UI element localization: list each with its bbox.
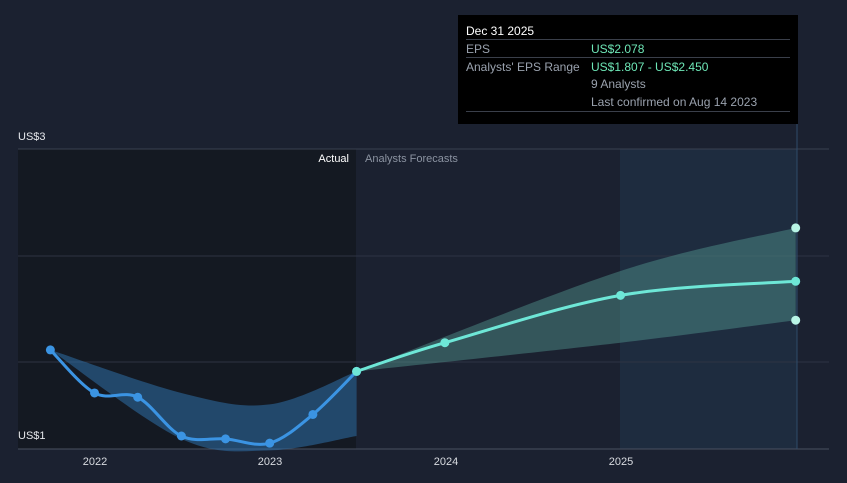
actual-eps-point bbox=[45, 345, 55, 355]
eps-tooltip: Dec 31 2025 EPS US$2.078 Analysts' EPS R… bbox=[458, 15, 798, 124]
actual-region-label: Actual bbox=[318, 153, 349, 165]
y-tick-top: US$3 bbox=[18, 131, 46, 143]
tooltip-row-range: Analysts' EPS Range US$1.807 - US$2.450 bbox=[466, 57, 790, 76]
actual-eps-point bbox=[90, 388, 100, 398]
forecast-high-point bbox=[791, 223, 801, 233]
tooltip-last-confirmed: Last confirmed on Aug 14 2023 bbox=[591, 95, 758, 109]
tooltip-row-eps: EPS US$2.078 bbox=[466, 39, 790, 58]
x-tick-2024: 2024 bbox=[433, 456, 459, 468]
tooltip-range-high: US$2.450 bbox=[655, 60, 709, 74]
tooltip-range-value: US$1.807 - US$2.450 bbox=[591, 60, 708, 74]
x-tick-2023: 2023 bbox=[257, 456, 283, 468]
forecast-eps-point bbox=[352, 366, 362, 376]
forecast-eps-point bbox=[616, 290, 626, 300]
forecast-low-point bbox=[791, 315, 801, 325]
tooltip-range-label: Analysts' EPS Range bbox=[466, 60, 580, 74]
actual-eps-point bbox=[221, 434, 231, 444]
forecast-region-label: Analysts Forecasts bbox=[365, 153, 458, 165]
actual-range-band bbox=[50, 349, 357, 452]
tooltip-row-confirmed: Last confirmed on Aug 14 2023 bbox=[466, 93, 790, 112]
forecast-eps-point bbox=[791, 276, 801, 286]
forecast-eps-line bbox=[356, 279, 796, 373]
tooltip-analyst-count: 9 Analysts bbox=[591, 77, 646, 91]
actual-eps-point bbox=[176, 431, 186, 441]
tooltip-row-analysts: 9 Analysts bbox=[466, 75, 790, 93]
tooltip-range-sep: - bbox=[644, 60, 656, 74]
actual-eps-point bbox=[133, 392, 143, 402]
x-tick-2022: 2022 bbox=[82, 456, 108, 468]
actual-eps-point bbox=[308, 409, 318, 419]
forecast-eps-point bbox=[440, 338, 450, 348]
tooltip-eps-value: US$2.078 bbox=[591, 42, 645, 56]
tooltip-range-low: US$1.807 bbox=[591, 60, 645, 74]
actual-eps-point bbox=[265, 438, 275, 448]
highlight-column bbox=[620, 149, 797, 449]
tooltip-date: Dec 31 2025 bbox=[466, 24, 535, 38]
y-tick-bottom: US$1 bbox=[18, 430, 46, 442]
x-tick-2025: 2025 bbox=[608, 456, 634, 468]
tooltip-eps-label: EPS bbox=[466, 42, 491, 56]
